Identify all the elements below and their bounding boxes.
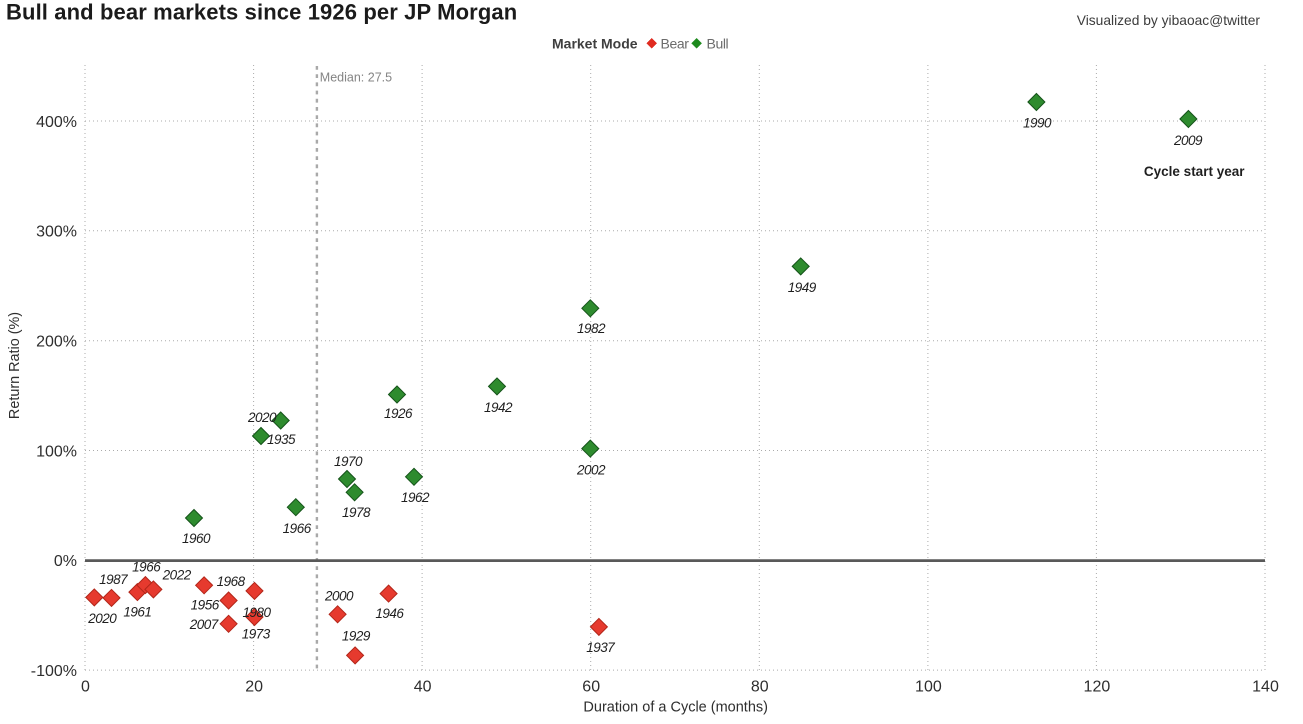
svg-text:-100%: -100% bbox=[31, 663, 77, 680]
svg-text:1935: 1935 bbox=[267, 432, 296, 447]
svg-text:1942: 1942 bbox=[484, 400, 513, 415]
svg-text:1982: 1982 bbox=[577, 321, 606, 336]
svg-text:1929: 1929 bbox=[342, 629, 371, 644]
svg-text:1949: 1949 bbox=[788, 280, 817, 295]
svg-text:2022: 2022 bbox=[162, 568, 192, 583]
svg-text:1978: 1978 bbox=[342, 505, 371, 520]
svg-text:100%: 100% bbox=[36, 443, 77, 460]
svg-text:1960: 1960 bbox=[182, 531, 211, 546]
svg-text:40: 40 bbox=[414, 679, 432, 696]
svg-text:1946: 1946 bbox=[375, 606, 404, 621]
svg-text:2020: 2020 bbox=[247, 410, 277, 425]
svg-text:120: 120 bbox=[1084, 679, 1111, 696]
svg-text:Median: 27.5: Median: 27.5 bbox=[320, 71, 392, 85]
svg-text:300%: 300% bbox=[36, 224, 77, 241]
svg-text:1956: 1956 bbox=[191, 598, 220, 613]
svg-text:1987: 1987 bbox=[99, 572, 128, 587]
svg-text:1926: 1926 bbox=[384, 406, 413, 421]
svg-text:2000: 2000 bbox=[324, 588, 354, 603]
svg-text:1980: 1980 bbox=[242, 605, 271, 620]
svg-text:0: 0 bbox=[81, 679, 90, 696]
svg-text:1962: 1962 bbox=[401, 490, 430, 505]
svg-text:2009: 2009 bbox=[1173, 133, 1203, 148]
svg-text:1937: 1937 bbox=[586, 640, 615, 655]
svg-text:Duration of a Cycle (months): Duration of a Cycle (months) bbox=[583, 700, 768, 716]
svg-text:1970: 1970 bbox=[334, 454, 363, 469]
svg-text:Bear: Bear bbox=[661, 35, 690, 51]
svg-text:Return Ratio (%): Return Ratio (%) bbox=[7, 312, 23, 419]
svg-text:2007: 2007 bbox=[189, 617, 219, 632]
svg-text:20: 20 bbox=[245, 679, 263, 696]
svg-text:Market Mode: Market Mode bbox=[552, 35, 638, 51]
svg-text:140: 140 bbox=[1252, 679, 1279, 696]
svg-text:100: 100 bbox=[915, 679, 942, 696]
svg-text:Bull and bear markets since 19: Bull and bear markets since 1926 per JP … bbox=[6, 0, 517, 24]
svg-text:60: 60 bbox=[582, 679, 600, 696]
svg-text:0%: 0% bbox=[54, 553, 77, 570]
svg-text:2020: 2020 bbox=[87, 611, 117, 626]
svg-text:2002: 2002 bbox=[576, 463, 606, 478]
svg-text:Bull: Bull bbox=[707, 35, 729, 51]
svg-text:1990: 1990 bbox=[1023, 116, 1052, 131]
svg-text:Cycle start year: Cycle start year bbox=[1144, 164, 1245, 179]
svg-text:80: 80 bbox=[751, 679, 769, 696]
svg-text:200%: 200% bbox=[36, 334, 77, 351]
svg-text:1961: 1961 bbox=[123, 604, 151, 619]
svg-text:Visualized by yibaoac@twitter: Visualized by yibaoac@twitter bbox=[1077, 13, 1261, 28]
svg-text:1966: 1966 bbox=[132, 559, 161, 574]
svg-text:400%: 400% bbox=[36, 114, 77, 131]
svg-text:1973: 1973 bbox=[242, 627, 271, 642]
svg-text:1968: 1968 bbox=[217, 574, 246, 589]
svg-text:1966: 1966 bbox=[283, 521, 312, 536]
